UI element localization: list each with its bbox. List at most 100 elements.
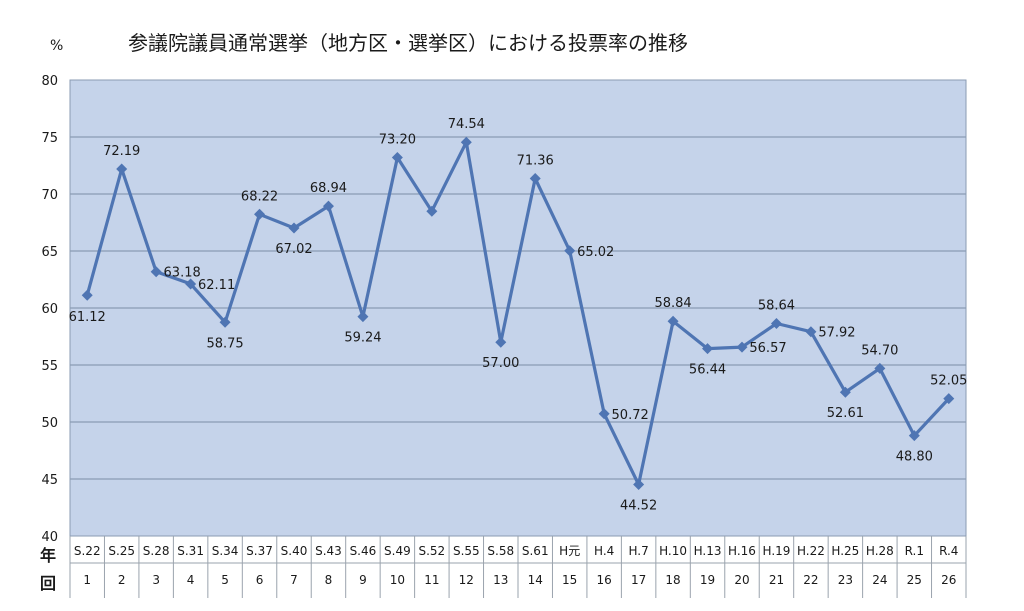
data-label: 62.11 bbox=[198, 278, 235, 293]
round-number-label: 5 bbox=[221, 573, 229, 587]
data-point-marker bbox=[529, 172, 541, 184]
y-tick-label: 55 bbox=[41, 359, 58, 374]
row-label-year: 年 bbox=[40, 546, 56, 565]
round-number-label: 15 bbox=[562, 573, 577, 587]
x-category-label: H元 bbox=[559, 544, 580, 558]
round-number-label: 3 bbox=[152, 573, 160, 587]
data-label: 50.72 bbox=[612, 408, 649, 423]
data-point-marker bbox=[150, 266, 162, 278]
data-point-marker bbox=[219, 316, 231, 328]
data-label: 52.61 bbox=[827, 406, 864, 421]
data-label: 74.54 bbox=[448, 117, 485, 132]
round-number-label: 18 bbox=[665, 573, 680, 587]
data-point-marker bbox=[633, 478, 645, 490]
data-point-marker bbox=[943, 393, 955, 405]
round-number-label: 23 bbox=[838, 573, 853, 587]
x-category-label: S.28 bbox=[143, 544, 170, 558]
data-point-marker bbox=[805, 326, 817, 338]
round-number-label: 7 bbox=[290, 573, 298, 587]
data-label: 65.02 bbox=[577, 245, 614, 260]
round-number-label: 4 bbox=[187, 573, 195, 587]
data-label: 56.57 bbox=[749, 341, 786, 356]
round-number-label: 10 bbox=[390, 573, 405, 587]
y-tick-label: 70 bbox=[41, 188, 58, 203]
round-number-label: 8 bbox=[325, 573, 333, 587]
x-category-label: S.55 bbox=[453, 544, 480, 558]
chart-title: 参議院議員通常選挙（地方区・選挙区）における投票率の推移 bbox=[128, 31, 688, 55]
data-point-marker bbox=[839, 386, 851, 398]
x-category-label: H.13 bbox=[694, 544, 722, 558]
data-point-marker bbox=[908, 430, 920, 442]
data-point-marker bbox=[495, 336, 507, 348]
data-label: 58.64 bbox=[758, 299, 795, 314]
data-point-marker bbox=[564, 245, 576, 257]
data-label: 44.52 bbox=[620, 498, 657, 513]
data-label: 61.12 bbox=[69, 310, 106, 325]
data-label: 63.18 bbox=[164, 266, 201, 281]
y-tick-label: 65 bbox=[41, 245, 58, 260]
x-category-label: R.1 bbox=[905, 544, 924, 558]
x-category-label: S.34 bbox=[212, 544, 239, 558]
data-label: 71.36 bbox=[517, 153, 554, 168]
y-tick-label: 45 bbox=[41, 473, 58, 488]
round-number-label: 21 bbox=[769, 573, 784, 587]
round-number-label: 26 bbox=[941, 573, 956, 587]
data-point-marker bbox=[81, 289, 93, 301]
data-point-marker bbox=[254, 208, 266, 220]
x-category-label: S.25 bbox=[108, 544, 135, 558]
y-tick-label: 75 bbox=[41, 131, 58, 146]
data-point-marker bbox=[116, 163, 128, 175]
x-category-label: H.4 bbox=[594, 544, 614, 558]
y-tick-label: 50 bbox=[41, 416, 58, 431]
y-tick-label: 80 bbox=[41, 74, 58, 89]
round-number-label: 11 bbox=[424, 573, 439, 587]
row-label-round: 回 bbox=[40, 574, 56, 593]
y-tick-label: 60 bbox=[41, 302, 58, 317]
data-point-marker bbox=[702, 343, 714, 355]
x-category-label: S.22 bbox=[74, 544, 101, 558]
data-point-marker bbox=[598, 408, 610, 420]
data-point-marker bbox=[357, 311, 369, 323]
x-category-label: H.10 bbox=[659, 544, 687, 558]
data-label: 67.02 bbox=[275, 242, 312, 257]
data-point-marker bbox=[770, 318, 782, 330]
round-number-label: 6 bbox=[256, 573, 264, 587]
round-number-label: 24 bbox=[872, 573, 887, 587]
data-point-marker bbox=[288, 222, 300, 234]
data-point-marker bbox=[426, 205, 438, 217]
y-axis-ticks: 40 45 50 55 60 65 70 75 80 bbox=[41, 74, 58, 545]
data-label: 58.84 bbox=[654, 296, 691, 311]
x-category-label: S.40 bbox=[281, 544, 308, 558]
data-label: 57.00 bbox=[482, 356, 519, 371]
x-category-label: S.37 bbox=[246, 544, 273, 558]
x-category-label: S.46 bbox=[350, 544, 377, 558]
grid-lines bbox=[70, 136, 966, 480]
data-point-marker bbox=[736, 341, 748, 353]
round-number-label: 2 bbox=[118, 573, 126, 587]
y-tick-label: 40 bbox=[41, 530, 58, 545]
data-label: 58.75 bbox=[206, 336, 243, 351]
round-number-label: 9 bbox=[359, 573, 367, 587]
data-label: 52.05 bbox=[930, 374, 967, 389]
x-category-label: H.16 bbox=[728, 544, 756, 558]
data-label: 59.24 bbox=[344, 331, 381, 346]
data-point-marker bbox=[667, 315, 679, 327]
x-category-label: S.31 bbox=[177, 544, 204, 558]
round-number-label: 13 bbox=[493, 573, 508, 587]
x-category-label: H.7 bbox=[628, 544, 648, 558]
data-label: 57.92 bbox=[818, 326, 855, 341]
x-category-label: H.25 bbox=[831, 544, 859, 558]
x-category-label: S.43 bbox=[315, 544, 342, 558]
data-point-marker bbox=[874, 362, 886, 374]
round-number-label: 17 bbox=[631, 573, 646, 587]
round-number-label: 19 bbox=[700, 573, 715, 587]
x-category-label: H.22 bbox=[797, 544, 825, 558]
x-category-label: H.28 bbox=[866, 544, 894, 558]
series-line bbox=[85, 140, 950, 487]
category-table: 年 回 S.22 S.25 S.28 S.31 S.34 S.37 S.40 S.43 S.46… bbox=[40, 536, 967, 598]
series-layer bbox=[81, 136, 955, 490]
data-point-marker bbox=[460, 136, 472, 148]
x-category-label: H.19 bbox=[763, 544, 791, 558]
